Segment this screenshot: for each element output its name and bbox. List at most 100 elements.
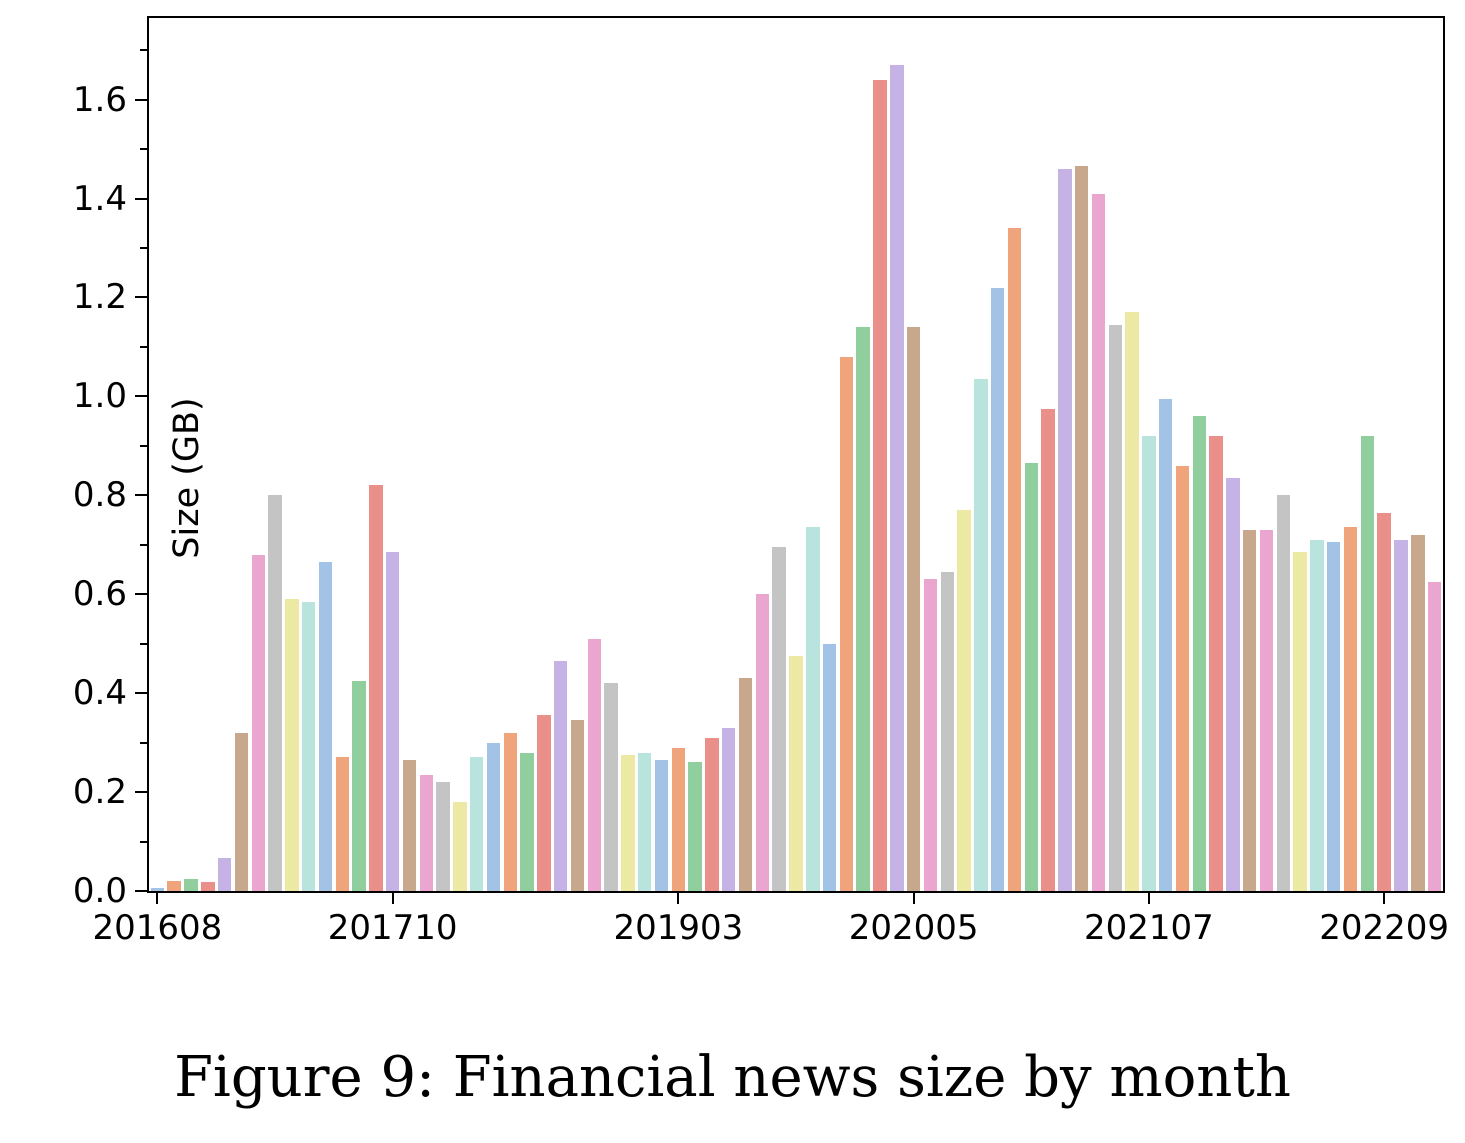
bar: [822, 643, 837, 891]
bar: [890, 65, 904, 891]
x-tick-label: 201903: [613, 908, 744, 948]
bar: [1243, 529, 1257, 891]
bar: [1007, 228, 1022, 891]
bar: [1125, 312, 1139, 891]
bar: [1394, 539, 1408, 891]
bar: [419, 774, 433, 891]
bar: [150, 887, 165, 891]
bar: [1058, 168, 1072, 891]
y-axis-label: Size (GB): [167, 397, 207, 559]
bar: [1108, 324, 1122, 891]
bar: [318, 562, 333, 891]
bar: [688, 762, 702, 891]
bar: [604, 683, 618, 891]
bar: [1343, 527, 1358, 891]
bar: [1293, 552, 1307, 891]
bar: [1360, 435, 1375, 891]
bar: [201, 882, 215, 891]
bar: [1158, 398, 1173, 891]
y-major-tick: [135, 494, 147, 497]
x-tick: [677, 891, 680, 904]
bar: [285, 599, 299, 891]
bar: [638, 752, 652, 891]
y-minor-tick: [140, 642, 147, 645]
x-tick: [1147, 891, 1150, 904]
y-major-tick: [135, 791, 147, 794]
bar: [1024, 463, 1038, 891]
bar: [234, 732, 249, 891]
x-tick-label: 202107: [1084, 908, 1214, 948]
x-tick-label: 201710: [327, 908, 458, 948]
y-minor-tick: [140, 543, 147, 546]
y-tick-label: 1.6: [72, 79, 127, 120]
bar: [251, 554, 265, 891]
bar: [570, 720, 585, 891]
bar: [1209, 435, 1223, 891]
y-major-tick: [135, 395, 147, 398]
bar: [1259, 529, 1274, 891]
bar: [722, 727, 736, 891]
plot-area: Size (GB): [147, 16, 1445, 893]
bar: [385, 552, 400, 891]
bar: [503, 732, 518, 891]
y-minor-tick: [140, 345, 147, 348]
bar: [469, 757, 484, 891]
bar: [554, 661, 568, 891]
bar: [587, 638, 602, 891]
bar: [1327, 542, 1341, 891]
y-tick-label: 0.4: [72, 673, 127, 714]
y-minor-tick: [140, 840, 147, 843]
bar: [1192, 416, 1207, 891]
bar: [1427, 581, 1442, 891]
y-minor-tick: [140, 246, 147, 249]
bar: [537, 715, 551, 891]
bar: [839, 356, 854, 891]
bar: [184, 879, 198, 891]
bar: [789, 656, 803, 891]
bar: [217, 858, 232, 891]
bar: [167, 881, 181, 891]
bar: [453, 801, 467, 891]
bar: [974, 379, 988, 891]
bar: [772, 547, 786, 891]
bar: [755, 594, 770, 891]
y-tick-label: 0.2: [72, 772, 127, 813]
bar: [268, 495, 282, 891]
bar: [873, 79, 887, 891]
bar: [1091, 193, 1106, 891]
bar: [1226, 478, 1240, 891]
bar: [856, 327, 870, 891]
bar: [1041, 408, 1055, 891]
bar: [436, 782, 450, 891]
y-major-tick: [135, 692, 147, 695]
bar: [957, 510, 971, 891]
bar: [806, 527, 820, 891]
x-tick-label: 202005: [848, 908, 979, 948]
y-major-tick: [135, 197, 147, 200]
y-tick-label: 1.4: [72, 178, 127, 219]
bar: [906, 327, 921, 891]
y-major-tick: [135, 593, 147, 596]
y-tick-label: 0.6: [72, 574, 127, 615]
y-major-tick: [135, 296, 147, 299]
bar: [654, 759, 669, 891]
bar: [335, 757, 349, 891]
bar: [1175, 465, 1190, 891]
y-minor-tick: [140, 148, 147, 151]
x-tick: [912, 891, 915, 904]
figure-caption: Figure 9: Financial news size by month: [174, 1045, 1291, 1110]
x-tick: [1383, 891, 1386, 904]
bar: [369, 485, 383, 891]
bar: [1411, 534, 1425, 891]
bar: [738, 678, 753, 891]
y-tick-label: 0.0: [72, 871, 127, 911]
bar: [1310, 539, 1324, 891]
bar: [1377, 512, 1391, 891]
bar: [940, 571, 954, 891]
bar: [923, 579, 938, 891]
bar: [1142, 435, 1156, 891]
x-tick-label: 202209: [1319, 908, 1450, 948]
bar: [1276, 495, 1291, 891]
x-tick: [391, 891, 394, 904]
y-tick-label: 0.8: [72, 475, 127, 516]
